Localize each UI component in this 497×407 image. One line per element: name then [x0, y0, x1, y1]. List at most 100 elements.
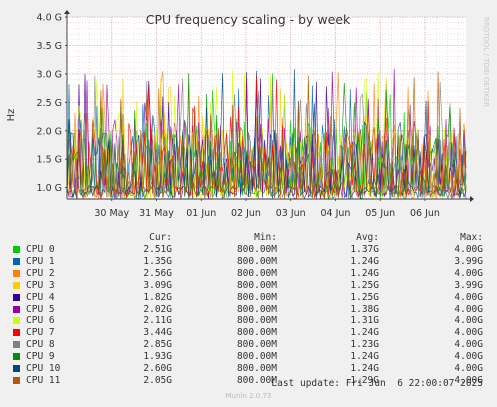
series-lines: [66, 68, 467, 201]
legend-avg: 1.37G: [350, 244, 379, 255]
legend-series-name: CPU 6: [26, 315, 55, 327]
legend-min: 800.00M: [236, 244, 277, 255]
legend-max: 4.00G: [454, 267, 483, 279]
legend-avg: 1.29G: [350, 374, 379, 386]
legend-min: 800.00M: [236, 327, 277, 339]
legend-cur: 2.05G: [143, 374, 172, 386]
legend-cur: 2.60G: [143, 363, 172, 374]
legend-avg: 1.24G: [350, 351, 379, 363]
legend-min: 800.00M: [236, 339, 277, 351]
legend-row: CPU 11 2.05G 800.00M 1.29G 4.00G: [0, 375, 497, 387]
y-axis-label: Hz: [6, 109, 17, 122]
series-line-cpu-10: [66, 69, 467, 200]
legend-row: CPU 4 1.82G 800.00M 1.25G 4.00G: [0, 292, 497, 304]
legend-row: CPU 9 1.93G 800.00M 1.24G 4.00G: [0, 351, 497, 363]
legend-series-name: CPU 5: [26, 303, 55, 315]
legend-series-name: CPU 0: [26, 244, 55, 255]
legend-row: CPU 3 3.09G 800.00M 1.25G 3.99G: [0, 280, 497, 292]
legend-series-name: CPU 10: [26, 363, 61, 374]
x-tick-label: 05 Jun: [365, 208, 395, 219]
legend-swatch: [13, 317, 20, 325]
legend-swatch: [13, 341, 20, 349]
legend-swatch: [13, 365, 20, 372]
legend-max: 4.00G: [454, 339, 483, 351]
legend-swatch: [13, 329, 20, 337]
legend-cur: 1.82G: [143, 291, 172, 303]
legend-avg: 1.24G: [350, 327, 379, 339]
legend-swatch: [13, 293, 20, 301]
x-tick-label: 06 Jun: [410, 208, 440, 219]
series-line-cpu-11: [66, 71, 467, 200]
legend-min: 800.00M: [236, 315, 277, 327]
legend-row: CPU 1 1.35G 800.00M 1.24G 3.99G: [0, 256, 497, 268]
legend-swatch: [13, 305, 20, 313]
legend-min: 800.00M: [236, 255, 277, 267]
watermark: RRDTOOL / TOBI OETIKER: [482, 17, 490, 107]
y-tick-label: 1.5 G: [37, 155, 63, 166]
legend-avg: 1.24G: [350, 255, 379, 267]
legend-swatch: [13, 353, 20, 361]
legend-series-name: CPU 1: [26, 255, 55, 267]
legend-series-name: CPU 7: [26, 327, 55, 339]
legend-row: CPU 7 3.44G 800.00M 1.24G 4.00G: [0, 327, 497, 339]
legend-cur: 2.02G: [143, 303, 172, 315]
legend-max: 4.00G: [454, 291, 483, 303]
legend-avg: 1.24G: [350, 267, 379, 279]
x-tick-label: 31 May: [139, 208, 174, 219]
legend-min: 800.00M: [236, 363, 277, 374]
legend-swatch: [13, 257, 20, 265]
legend-avg: 1.25G: [350, 279, 379, 291]
y-tick-label: 3.0 G: [37, 69, 63, 80]
x-tick-label: 02 Jun: [231, 208, 261, 219]
legend-row: CPU 6 2.11G 800.00M 1.31G 4.00G: [0, 315, 497, 327]
legend-avg: 1.38G: [350, 303, 379, 315]
legend-cur: 2.51G: [143, 244, 172, 255]
chart-title: CPU frequency scaling - by week: [146, 12, 351, 27]
legend-max: 4.00G: [454, 374, 483, 386]
y-tick-label: 3.5 G: [37, 41, 63, 52]
legend-avg: 1.23G: [350, 339, 379, 351]
legend-series-name: CPU 9: [26, 351, 55, 363]
legend-avg: 1.25G: [350, 291, 379, 303]
legend-header-avg: Avg:: [356, 232, 379, 243]
legend-cur: 2.85G: [143, 339, 172, 351]
x-tick-label: 01 Jun: [186, 208, 216, 219]
legend-cur: 1.93G: [143, 351, 172, 363]
legend-max: 3.99G: [454, 279, 483, 291]
legend-min: 800.00M: [236, 374, 277, 386]
legend-max: 3.99G: [454, 255, 483, 267]
legend-max: 4.00G: [454, 327, 483, 339]
legend-row: CPU 0 2.51G 800.00M 1.37G 4.00G: [0, 244, 497, 256]
legend-series-name: CPU 3: [26, 279, 55, 291]
legend-max: 4.00G: [454, 363, 483, 374]
legend-header-max: Max:: [460, 232, 483, 243]
legend-cur: 3.09G: [143, 279, 172, 291]
x-axis-arrow: [470, 196, 474, 202]
legend-max: 4.00G: [454, 303, 483, 315]
legend-series-name: CPU 11: [26, 374, 61, 386]
legend-swatch: [13, 246, 20, 253]
legend-row: CPU 8 2.85G 800.00M 1.23G 4.00G: [0, 339, 497, 351]
series-line-cpu-7: [66, 74, 467, 200]
legend-header-min: Min:: [254, 232, 277, 243]
legend-cur: 2.56G: [143, 267, 172, 279]
legend-avg: 1.31G: [350, 315, 379, 327]
y-axis-arrow: [64, 10, 70, 14]
chart: 1.0 G 1.5 G 2.0 G 2.5 G 3.0 G 3.5 G 4.0 G 30 Ma…: [6, 10, 490, 219]
legend-header-cur: Cur:: [149, 232, 172, 243]
legend-series-name: CPU 4: [26, 291, 55, 303]
axes: 1.0 G 1.5 G 2.0 G 2.5 G 3.0 G 3.5 G 4.0 G 30 Ma…: [37, 10, 474, 219]
legend-swatch: [13, 376, 20, 384]
legend-min: 800.00M: [236, 303, 277, 315]
legend-max: 4.00G: [454, 244, 483, 255]
legend-cur: 3.44G: [143, 327, 172, 339]
y-tick-label: 1.0 G: [37, 183, 63, 194]
y-tick-label: 2.5 G: [37, 98, 63, 109]
footer-version: Munin 2.0.73: [225, 392, 272, 400]
legend-min: 800.00M: [236, 351, 277, 363]
legend-swatch: [13, 281, 20, 289]
legend-max: 4.00G: [454, 315, 483, 327]
legend-swatch: [13, 269, 20, 277]
legend-min: 800.00M: [236, 291, 277, 303]
legend-header: Cur: Min: Avg: Max:: [0, 232, 497, 244]
